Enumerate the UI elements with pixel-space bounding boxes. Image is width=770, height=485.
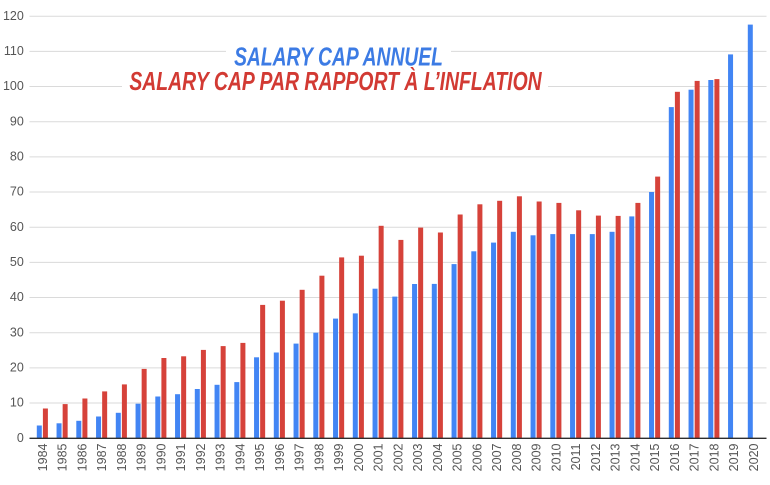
svg-text:1996: 1996 <box>273 443 287 471</box>
svg-text:2018: 2018 <box>707 443 721 471</box>
svg-text:2015: 2015 <box>648 443 662 471</box>
svg-text:2011: 2011 <box>569 443 583 470</box>
svg-text:50: 50 <box>10 255 24 269</box>
svg-text:40: 40 <box>10 290 24 304</box>
svg-text:1988: 1988 <box>115 443 129 471</box>
svg-text:1997: 1997 <box>293 443 307 471</box>
svg-text:30: 30 <box>10 325 24 339</box>
svg-text:2001: 2001 <box>372 443 386 471</box>
svg-text:2012: 2012 <box>589 443 603 471</box>
svg-text:2000: 2000 <box>352 443 366 471</box>
svg-text:2019: 2019 <box>727 443 741 471</box>
svg-text:60: 60 <box>10 220 24 234</box>
svg-text:20: 20 <box>10 361 24 375</box>
svg-text:2009: 2009 <box>530 443 544 471</box>
svg-text:90: 90 <box>10 114 24 128</box>
svg-text:2017: 2017 <box>688 443 702 471</box>
svg-text:1998: 1998 <box>312 443 326 471</box>
svg-text:70: 70 <box>10 185 24 199</box>
svg-text:2014: 2014 <box>628 443 642 471</box>
svg-text:0: 0 <box>17 431 24 445</box>
svg-text:1985: 1985 <box>56 443 70 471</box>
svg-text:1994: 1994 <box>233 443 247 471</box>
svg-text:1986: 1986 <box>75 443 89 471</box>
svg-text:2013: 2013 <box>609 443 623 471</box>
svg-text:2006: 2006 <box>470 443 484 471</box>
svg-text:2010: 2010 <box>549 443 563 471</box>
svg-text:2007: 2007 <box>490 443 504 471</box>
svg-text:2004: 2004 <box>431 443 445 471</box>
svg-text:2020: 2020 <box>747 443 761 471</box>
svg-text:1993: 1993 <box>214 443 228 471</box>
svg-text:10: 10 <box>10 396 24 410</box>
svg-text:2016: 2016 <box>668 443 682 471</box>
svg-text:120: 120 <box>3 9 24 23</box>
svg-text:2003: 2003 <box>411 443 425 471</box>
svg-text:1989: 1989 <box>135 443 149 471</box>
svg-text:2005: 2005 <box>451 443 465 471</box>
svg-text:2008: 2008 <box>510 443 524 471</box>
svg-text:1990: 1990 <box>154 443 168 471</box>
svg-text:1991: 1991 <box>174 443 188 471</box>
svg-text:1995: 1995 <box>253 443 267 471</box>
svg-text:1984: 1984 <box>36 443 50 471</box>
svg-text:1987: 1987 <box>95 443 109 471</box>
svg-text:110: 110 <box>4 44 24 58</box>
svg-text:1992: 1992 <box>194 443 208 471</box>
svg-text:SALARY CAP PAR RAPPORT À L’INF: SALARY CAP PAR RAPPORT À L’INFLATION <box>129 66 542 95</box>
svg-text:100: 100 <box>3 79 24 93</box>
svg-text:SALARY CAP ANNUEL: SALARY CAP ANNUEL <box>234 41 443 71</box>
svg-text:1999: 1999 <box>332 443 346 471</box>
svg-text:2002: 2002 <box>391 443 405 471</box>
svg-text:80: 80 <box>10 150 24 164</box>
